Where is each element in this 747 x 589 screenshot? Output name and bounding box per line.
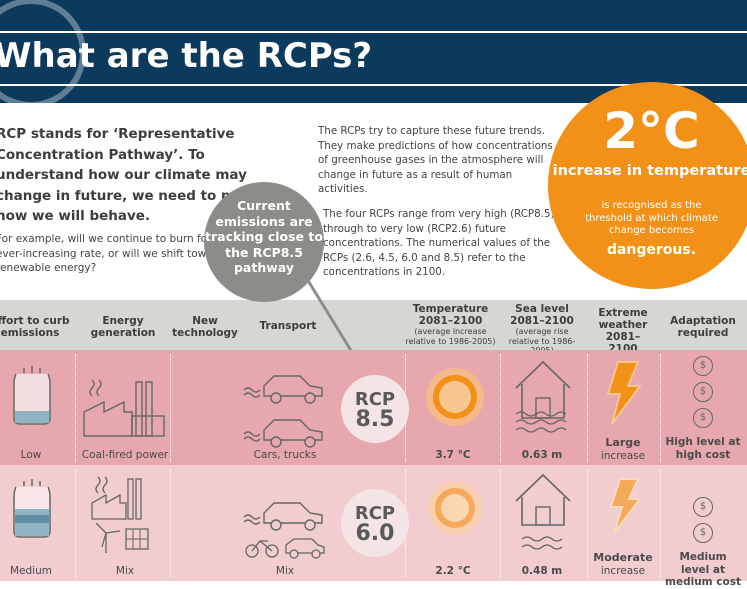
effort-value: Low bbox=[20, 449, 42, 461]
banner-rule-top bbox=[0, 31, 747, 33]
dollar-coin-icon: $ bbox=[693, 497, 713, 517]
col-sea-label: Sea level bbox=[515, 303, 569, 315]
col-transport: Transport bbox=[259, 320, 317, 332]
transport-value: Mix bbox=[275, 565, 295, 577]
decorative-ring-icon bbox=[0, 0, 86, 108]
dollar-coin-icon: $ bbox=[693, 523, 713, 543]
title-banner bbox=[0, 0, 747, 103]
mixed-transport-icon bbox=[243, 502, 325, 559]
flooded-house-icon bbox=[515, 473, 571, 550]
cost-indicator: $ $ $ bbox=[693, 356, 715, 436]
rcp60-row: Medium Mix Mix RCP 6.0 2.2 °C bbox=[0, 465, 747, 588]
rcp-label: RCP bbox=[354, 503, 396, 524]
threshold-value: 2°C bbox=[603, 102, 700, 160]
mixed-energy-icon bbox=[91, 476, 149, 553]
effort-value: Medium bbox=[10, 565, 52, 577]
rcp-value: 8.5 bbox=[355, 407, 395, 432]
cars-icon bbox=[243, 375, 323, 448]
col-sea-years: 2081–2100 bbox=[510, 315, 574, 327]
col-sea-level: Sea level 2081–2100 (average rise relati… bbox=[500, 303, 584, 356]
banner-rule-bottom bbox=[0, 84, 747, 86]
current-emissions-callout: Current emissions are tracking close to … bbox=[204, 182, 324, 302]
threshold-line1: increase in temperature bbox=[552, 163, 747, 179]
rcp-label: RCP bbox=[354, 389, 396, 410]
weather-level: Large bbox=[605, 436, 641, 449]
adaptation-value: High level at high cost bbox=[665, 436, 741, 461]
dollar-coin-icon: $ bbox=[693, 356, 713, 376]
coal-factory-icon bbox=[83, 379, 165, 437]
flooded-house-icon bbox=[515, 360, 571, 433]
col-adaptation: Adaptation required bbox=[670, 315, 736, 339]
col-effort: Effort to curb emissions bbox=[0, 315, 70, 339]
callout-text: Current emissions are tracking close to … bbox=[205, 198, 323, 275]
col-temperature-note: (average increase relative to 1986-2005) bbox=[405, 327, 496, 346]
dollar-coin-icon: $ bbox=[693, 382, 713, 402]
weather-level: Moderate bbox=[593, 551, 653, 564]
temperature-value: 2.2 °C bbox=[435, 565, 471, 577]
intro-lead-text: RCP stands for ‘Representative Concentra… bbox=[0, 126, 276, 224]
emissions-jar-icon bbox=[13, 479, 51, 538]
rcp85-row: Low Coal-fired power Cars, trucks RCP 8.… bbox=[0, 350, 747, 465]
weather-sub: increase bbox=[600, 565, 646, 577]
threshold-line2: is recognised as the threshold at which … bbox=[585, 200, 718, 236]
dollar-coin-icon: $ bbox=[693, 408, 713, 428]
adaptation-value: Medium level at medium cost bbox=[665, 551, 741, 588]
transport-value: Cars, trucks bbox=[253, 449, 317, 461]
col-temperature-years: 2081–2100 bbox=[418, 315, 483, 327]
rcp-range-paragraph: The four RCPs range from very high (RCP8… bbox=[323, 208, 555, 278]
weather-sub: increase bbox=[600, 450, 646, 462]
lightning-icon bbox=[606, 361, 642, 425]
sun-icon bbox=[428, 481, 482, 535]
threshold-line3: dangerous. bbox=[606, 242, 697, 258]
lightning-icon bbox=[609, 478, 643, 534]
rcp60-badge: RCP 6.0 bbox=[341, 489, 409, 557]
sea-level-value: 0.48 m bbox=[521, 565, 563, 577]
temperature-value: 3.7 °C bbox=[435, 449, 471, 461]
page-title: What are the RCPs? bbox=[0, 36, 373, 76]
col-temperature-label: Temperature bbox=[412, 303, 489, 315]
col-technology: New technology bbox=[172, 315, 238, 339]
sun-icon bbox=[426, 368, 484, 426]
sea-level-value: 0.63 m bbox=[521, 449, 563, 461]
threshold-circle: 2°C increase in temperature is recognise… bbox=[548, 82, 747, 289]
col-weather: Extreme weather 2081–2100 bbox=[598, 307, 648, 355]
cost-indicator: $ $ bbox=[693, 497, 715, 553]
emissions-jar-icon bbox=[13, 366, 51, 425]
rcp-value: 6.0 bbox=[355, 521, 395, 546]
rcp85-badge: RCP 8.5 bbox=[341, 375, 409, 443]
rcp-trends-paragraph: The RCPs try to capture these future tre… bbox=[318, 125, 553, 195]
col-temperature: Temperature 2081–2100 (average increase … bbox=[403, 303, 498, 346]
col-energy: Energy generation bbox=[90, 315, 156, 339]
energy-value: Mix bbox=[115, 565, 135, 577]
energy-value: Coal-fired power bbox=[81, 449, 169, 461]
